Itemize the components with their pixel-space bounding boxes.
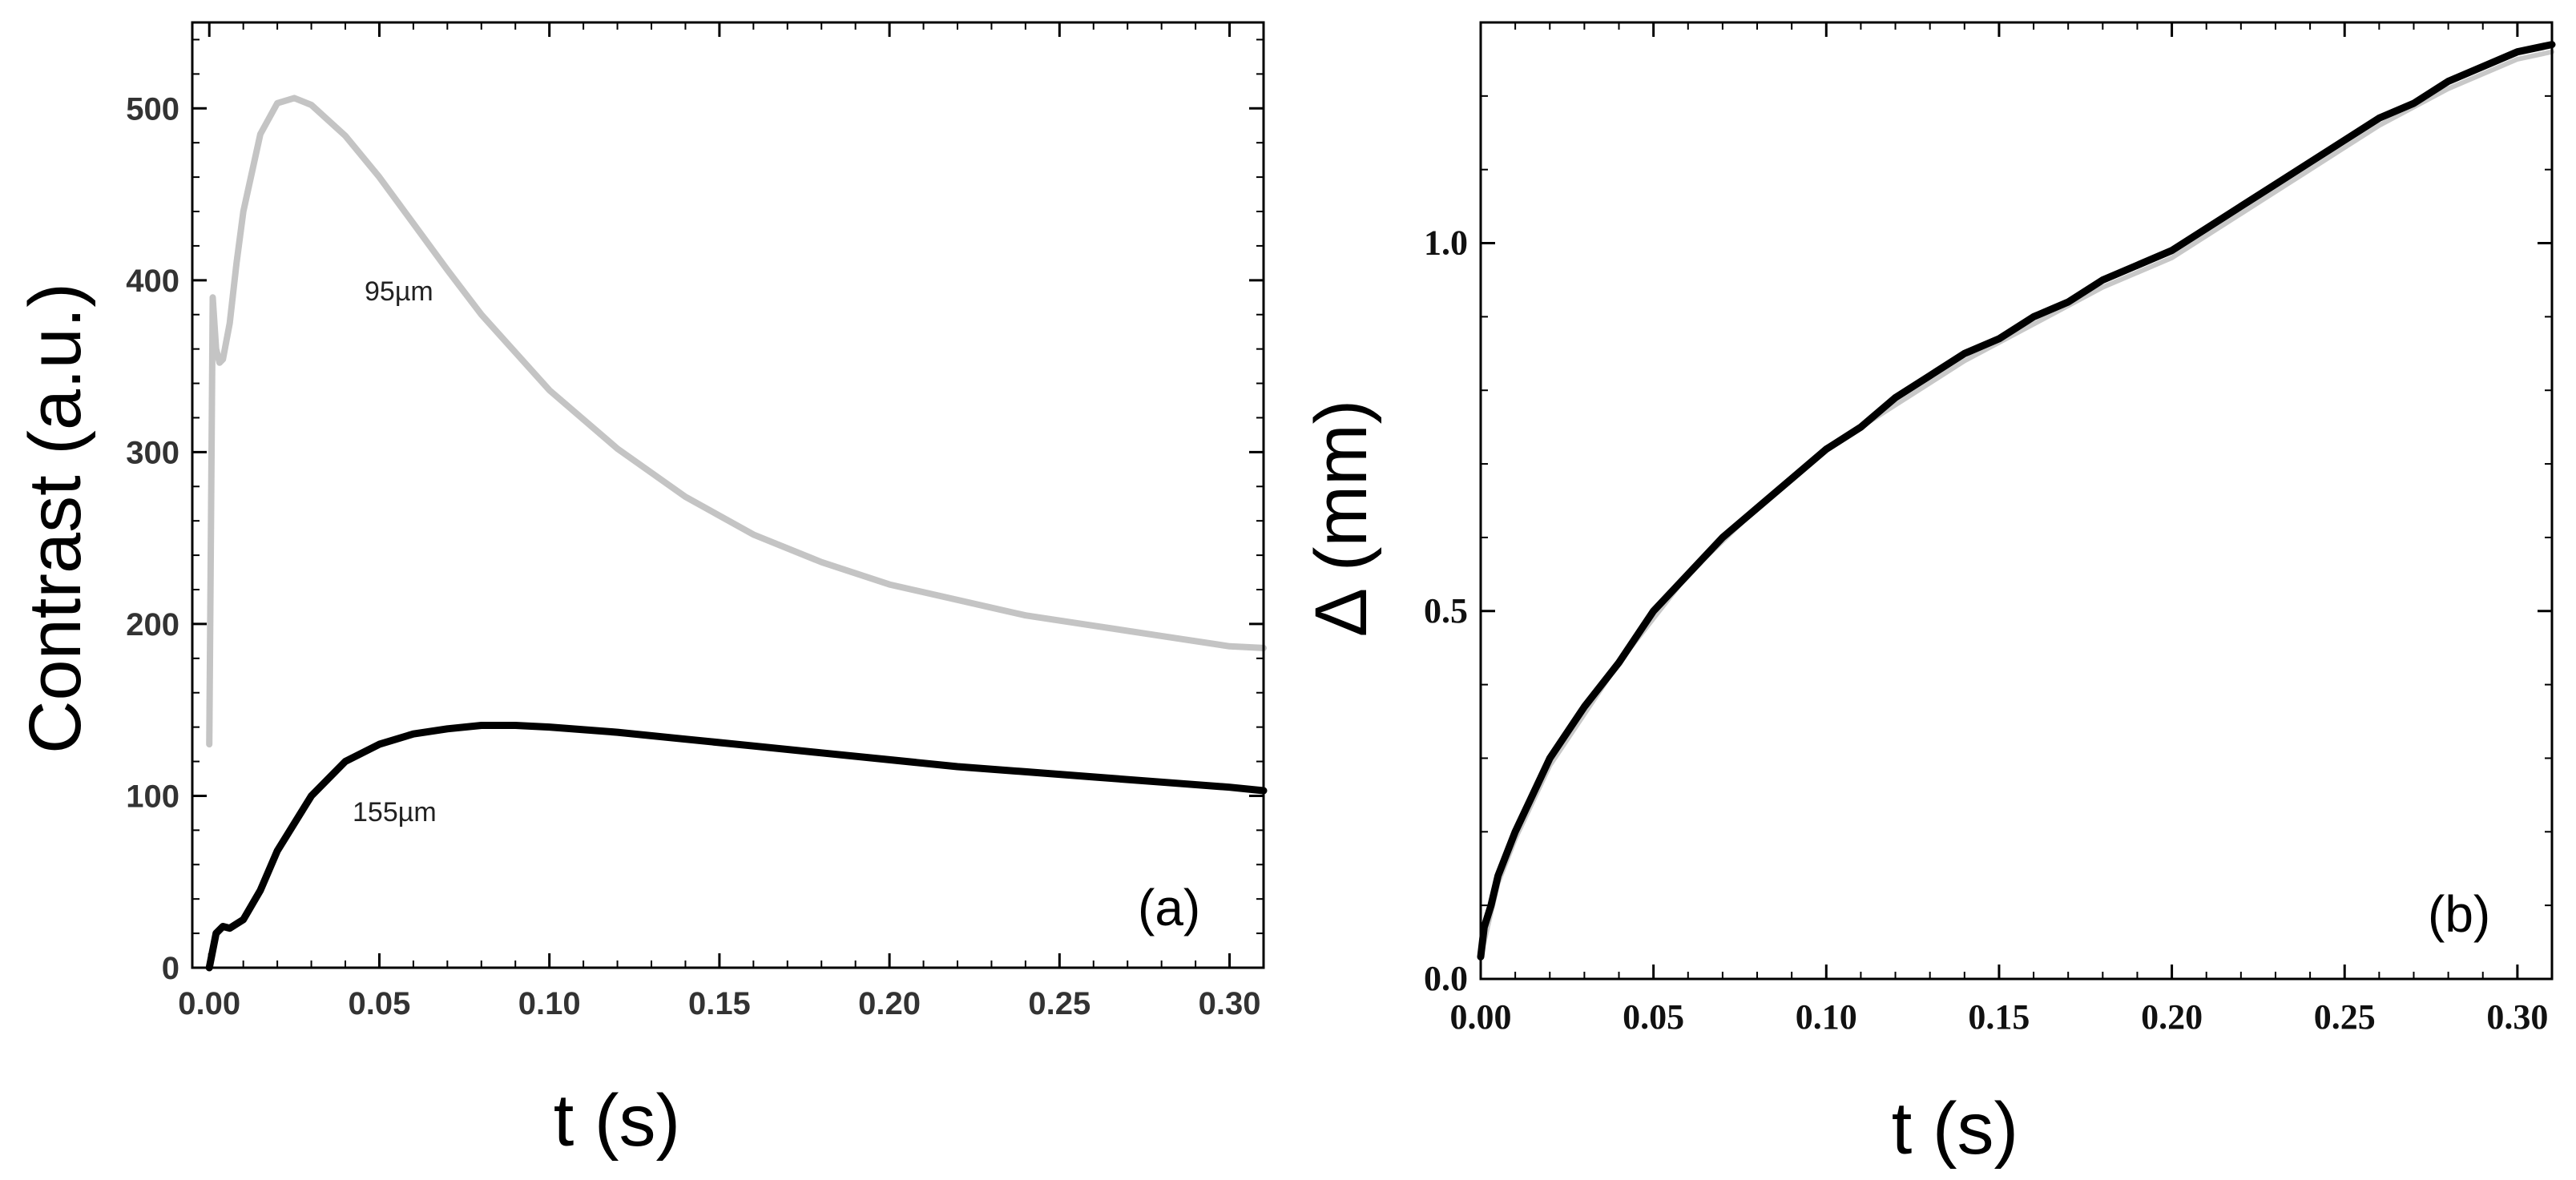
y-axis-title-a: Contrast (a.u.): [14, 283, 96, 754]
plot-frame-b: [1479, 21, 2554, 981]
series-line-b-0: [1478, 49, 2554, 960]
y-tick-label: 200: [126, 607, 179, 642]
y-tick-label: 0: [162, 951, 179, 986]
panel-label-b: (b): [2428, 885, 2490, 943]
y-tick-label: 500: [126, 91, 179, 127]
y-tick-label: 1.0: [1424, 224, 1468, 263]
x-tick-label: 0.05: [1623, 997, 1684, 1037]
x-axis-title-a: t (s): [554, 1080, 680, 1162]
y-tick-label: 400: [126, 264, 179, 299]
series-line-a-1: [205, 722, 1268, 972]
x-tick-label: 0.15: [688, 986, 751, 1021]
x-tick-label: 0.30: [2486, 997, 2548, 1037]
annotation-95um: 95µm: [365, 276, 433, 307]
panel-b: 0.00 0.05 0.10 0.15 0.20 0.25 0.30 0.0 0.5 1.0 Δ …: [1300, 21, 2556, 1170]
y-axis-title-b: Δ (mm): [1300, 400, 1382, 637]
series-line-b-1: [1477, 41, 2556, 961]
y-tick-label: 0.0: [1424, 959, 1468, 998]
plot-frame-a: [191, 21, 1265, 969]
annotation-155um: 155µm: [353, 797, 437, 828]
x-tick-label: 0.30: [1199, 986, 1261, 1021]
panel-label-a: (a): [1138, 879, 1200, 936]
x-tick-label: 0.10: [518, 986, 581, 1021]
x-tick-label: 0.20: [858, 986, 921, 1021]
panel-a: 0.00 0.05 0.10 0.15 0.20 0.25 0.30 0 100 200 300 40…: [14, 21, 1268, 1162]
y-tick-label: 0.5: [1424, 591, 1468, 630]
x-tick-label: 0.20: [2141, 997, 2203, 1037]
y-tick-label: 300: [126, 435, 179, 470]
x-tick-label: 0.15: [1968, 997, 2030, 1037]
x-axis-title-b: t (s): [1892, 1088, 2018, 1170]
x-tick-label: 0.25: [2314, 997, 2376, 1037]
x-tick-label: 0.00: [178, 986, 240, 1021]
x-tick-label: 0.05: [349, 986, 411, 1021]
series-line-a-0: [206, 95, 1267, 748]
x-tick-label: 0.10: [1796, 997, 1857, 1037]
x-tick-label: 0.25: [1028, 986, 1090, 1021]
y-tick-label: 100: [126, 779, 179, 814]
x-tick-label: 0.00: [1450, 997, 1512, 1037]
